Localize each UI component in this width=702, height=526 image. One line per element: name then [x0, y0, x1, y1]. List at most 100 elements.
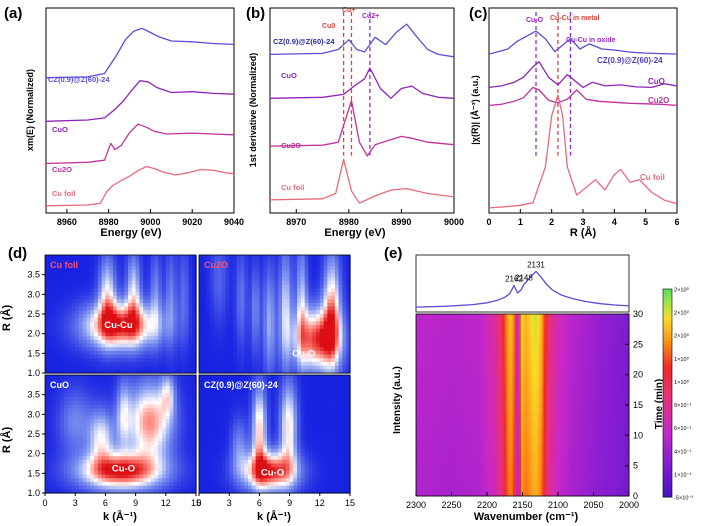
wt-map-1-cell — [342, 255, 347, 260]
wt-map-2-cell — [67, 481, 73, 487]
wt-map-1-cell — [342, 336, 347, 341]
wt-map-1-cell — [308, 365, 313, 370]
wt-map-2-cell — [180, 419, 186, 424]
wt-map-1-cell — [293, 255, 298, 260]
wt-map-1-cell — [244, 369, 249, 374]
wt-map-3-cell — [217, 386, 223, 391]
wt-map-0-cell — [67, 291, 73, 297]
wt-map-2-cell — [82, 467, 88, 472]
wt-map-0-cell — [184, 302, 190, 308]
wt-map-0-cell — [109, 321, 114, 326]
wt-map-2-cell — [165, 467, 171, 472]
wt-map-0-cell — [75, 332, 80, 337]
wt-map-2-cell — [177, 408, 182, 413]
wt-map-3-cell — [244, 445, 249, 450]
wt-map-2-cell — [120, 411, 125, 417]
wt-map-3-cell — [304, 404, 310, 409]
wt-map-2-cell — [139, 445, 144, 450]
wt-map-1-cell — [319, 269, 325, 275]
wt-map-0-cell — [128, 317, 133, 322]
wt-map-3-cell — [308, 404, 313, 409]
wt-map-2-cell — [63, 415, 69, 420]
wt-map-0-cell — [56, 269, 61, 275]
wt-map-2-cell — [48, 437, 54, 442]
wt-map-1-cell — [323, 269, 328, 275]
wt-map-1-cell — [217, 339, 223, 345]
wt-map-0-cell — [150, 317, 156, 322]
wt-map-2-cell — [101, 378, 107, 383]
wt-map-3-cell — [274, 434, 279, 439]
wt-map-2-cell — [56, 415, 61, 420]
wt-map-2-cell — [135, 378, 140, 383]
wt-map-3-cell — [229, 400, 234, 406]
wt-map-3-cell — [285, 437, 291, 442]
wt-map-2-cell — [52, 404, 57, 409]
wt-map-3-cell — [255, 463, 261, 468]
wt-map-3-cell — [274, 422, 279, 428]
wt-map-3-cell — [248, 400, 253, 406]
wt-map-3-cell — [236, 445, 242, 450]
wt-map-3-cell — [217, 445, 223, 450]
wt-map-1-cell — [289, 321, 294, 326]
wt-map-3-cell — [199, 434, 204, 439]
wt-map-1-cell — [240, 295, 245, 300]
wt-map-1-cell — [346, 325, 351, 330]
wt-map-2-cell — [67, 459, 73, 465]
wt-map-3-cell — [263, 400, 268, 406]
wt-map-1-cell — [199, 273, 204, 278]
wt-map-0-cell — [158, 361, 163, 367]
wt-map-1-cell — [293, 277, 298, 282]
wt-map-2-cell — [128, 375, 133, 380]
wt-map-1-cell — [323, 255, 328, 260]
wt-map-2-cell — [94, 434, 99, 439]
wt-map-1-cell — [214, 321, 219, 326]
wt-map-0-cell — [154, 277, 159, 282]
wt-map-3-cell — [300, 434, 306, 439]
wt-map-2-cell — [90, 434, 95, 439]
wt-map-2-cell — [116, 430, 122, 435]
wt-map-3-cell — [274, 411, 279, 417]
wt-map-3-cell — [319, 470, 325, 476]
wt-map-3-cell — [282, 426, 287, 431]
wt-map-2-cell — [177, 430, 182, 435]
wt-map-1-cell — [217, 343, 223, 348]
wt-map-2-cell — [71, 415, 76, 420]
wt-map-2-cell — [169, 426, 174, 431]
wt-map-1-cell — [293, 269, 298, 275]
wt-map-2-cell — [90, 397, 95, 402]
wt-map-3-cell — [312, 411, 317, 417]
wt-map-1-cell — [202, 354, 208, 359]
wt-map-2-cell — [97, 426, 103, 431]
wt-map-2-cell — [86, 397, 91, 402]
wt-map-2-cell — [86, 411, 91, 417]
wt-map-2-cell — [184, 389, 190, 395]
wt-map-0-cell — [94, 365, 99, 370]
wt-map-0-cell — [150, 343, 156, 348]
wt-map-3-cell — [210, 478, 215, 483]
wt-map-0-cell — [150, 310, 156, 315]
wt-map-2-cell — [67, 445, 73, 450]
wt-map-1-cell — [202, 358, 208, 363]
wt-map-1-cell — [202, 291, 208, 297]
wt-map-2-cell — [146, 441, 152, 446]
wt-map-3-cell — [221, 382, 227, 387]
wt-map-2-cell — [150, 463, 156, 468]
wt-map-3-cell — [274, 375, 279, 380]
wt-map-2-cell — [180, 474, 186, 479]
wt-map-3-cell — [221, 445, 227, 450]
wt-map-1-cell — [229, 291, 234, 297]
wt-map-0-cell — [101, 347, 107, 352]
wt-map-0-cell — [101, 255, 107, 260]
wt-map-1-cell — [282, 365, 287, 370]
wt-map-1-cell — [293, 288, 298, 293]
wt-map-1-cell — [266, 350, 272, 356]
wt-map-1-cell — [331, 328, 336, 334]
wt-map-2-cell — [52, 489, 57, 494]
wt-map-2-cell — [78, 452, 84, 457]
wt-map-2-cell — [60, 489, 65, 494]
wt-map-0-cell — [124, 273, 129, 278]
wt-map-3-cell — [225, 382, 230, 387]
wt-map-1-cell — [225, 262, 230, 267]
wt-map-0-cell — [112, 255, 118, 260]
wt-map-0-cell — [86, 354, 91, 359]
